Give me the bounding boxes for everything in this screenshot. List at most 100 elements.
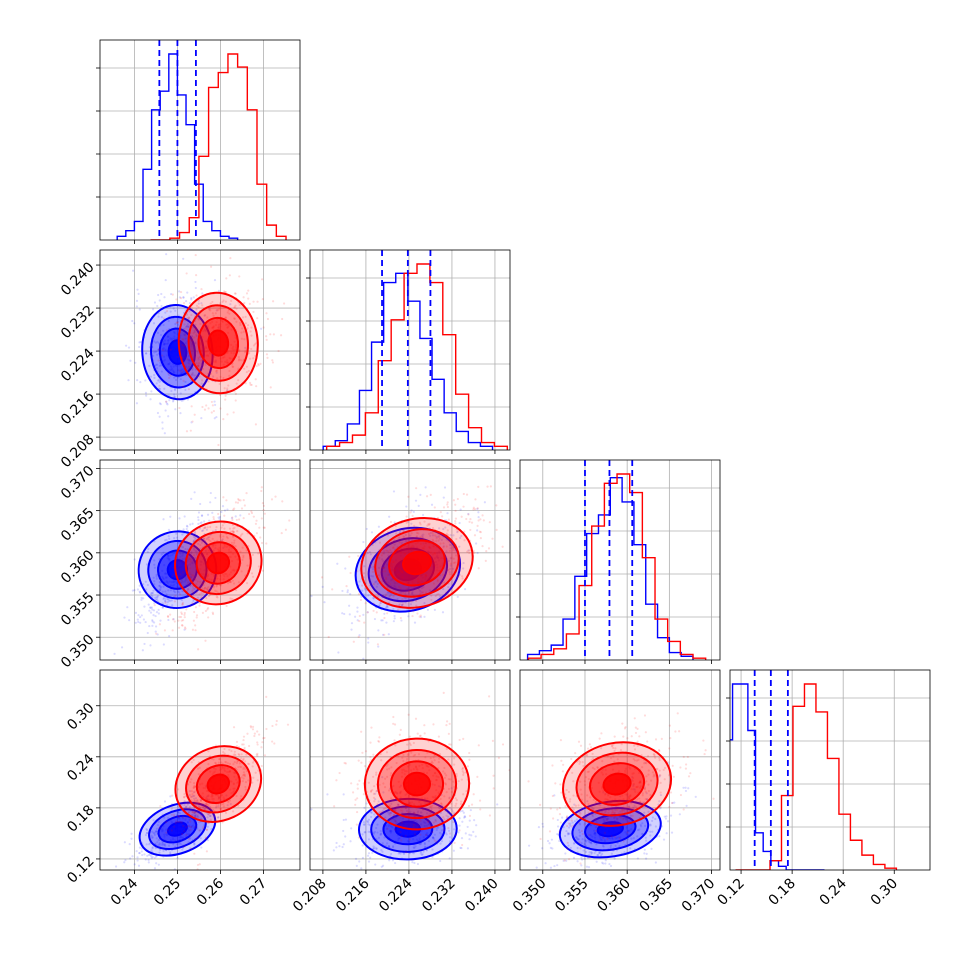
sample-point xyxy=(398,541,401,544)
sample-point xyxy=(204,363,207,366)
sample-point xyxy=(197,773,200,776)
sample-point xyxy=(450,790,453,794)
sample-point xyxy=(391,546,395,550)
sample-point xyxy=(169,374,172,377)
sample-point xyxy=(343,761,346,765)
sample-point xyxy=(189,780,192,784)
panel-frame xyxy=(309,249,511,451)
sample-point xyxy=(221,538,224,541)
sample-point xyxy=(370,531,374,534)
sample-point xyxy=(167,373,170,376)
sample-point xyxy=(400,603,404,607)
sample-point xyxy=(215,584,218,587)
sample-point xyxy=(354,798,357,801)
sample-point xyxy=(360,584,364,587)
sample-point xyxy=(461,575,464,578)
sample-point xyxy=(429,531,432,535)
sample-point xyxy=(409,609,412,613)
sample-point xyxy=(239,765,242,768)
sample-point xyxy=(405,505,408,508)
sample-point xyxy=(487,547,491,550)
contour-line xyxy=(206,773,230,795)
sample-point xyxy=(166,598,169,601)
panel-frame xyxy=(99,669,301,871)
sample-point xyxy=(385,581,388,584)
sample-point xyxy=(224,811,228,815)
sample-point xyxy=(598,851,601,855)
sample-point xyxy=(201,292,204,295)
sample-point xyxy=(227,309,230,312)
sample-point xyxy=(541,847,544,850)
sample-point xyxy=(197,364,200,367)
sample-point xyxy=(602,845,605,848)
sample-point xyxy=(155,382,158,385)
sample-point xyxy=(259,536,262,539)
sample-point xyxy=(623,809,626,812)
sample-point xyxy=(260,746,263,749)
sample-point xyxy=(429,493,432,496)
sample-point xyxy=(404,805,407,809)
sample-point xyxy=(399,830,402,834)
sample-point xyxy=(614,844,617,847)
sample-point xyxy=(669,814,673,817)
sample-point xyxy=(123,616,126,619)
sample-point xyxy=(147,858,150,862)
sample-point xyxy=(460,515,463,518)
sample-point xyxy=(684,786,687,789)
sample-point xyxy=(192,535,196,538)
sample-point xyxy=(145,352,148,355)
sample-point xyxy=(189,825,193,829)
sample-point xyxy=(410,522,413,525)
sample-point xyxy=(263,526,266,529)
sample-point xyxy=(491,537,494,540)
sample-point xyxy=(419,592,422,595)
sample-point xyxy=(201,405,204,409)
sample-point xyxy=(678,813,681,816)
sample-point xyxy=(548,842,551,845)
sample-point xyxy=(219,533,222,536)
sample-point xyxy=(447,592,450,596)
sample-point xyxy=(417,504,420,507)
sample-point xyxy=(172,618,175,621)
sample-point xyxy=(462,567,465,570)
sample-point xyxy=(172,573,175,576)
sample-point xyxy=(173,376,176,379)
sample-point xyxy=(223,514,226,517)
sample-point xyxy=(135,305,139,308)
sample-point xyxy=(448,549,451,553)
sample-point xyxy=(441,824,444,827)
scatter-blue xyxy=(114,771,237,870)
sample-point xyxy=(237,804,240,807)
sample-point xyxy=(448,806,452,809)
sample-point xyxy=(565,816,568,819)
sample-point xyxy=(400,619,403,622)
sample-point xyxy=(193,799,196,802)
sample-point xyxy=(375,790,378,793)
sample-point xyxy=(149,375,153,378)
sample-point xyxy=(670,831,674,834)
sample-point xyxy=(200,596,203,599)
sample-point xyxy=(244,322,247,325)
sample-point xyxy=(202,529,205,532)
sample-point xyxy=(436,593,439,596)
sample-point xyxy=(459,846,462,849)
sample-point xyxy=(201,611,204,614)
sample-point xyxy=(421,853,424,856)
sample-point xyxy=(425,818,428,821)
sample-point xyxy=(374,798,377,801)
sample-point xyxy=(355,823,358,826)
sample-point xyxy=(381,552,385,555)
sample-point xyxy=(398,591,401,595)
sample-point xyxy=(407,592,410,595)
sample-point xyxy=(149,853,152,857)
sample-point xyxy=(191,793,194,796)
sample-point xyxy=(456,530,460,533)
sample-point xyxy=(579,760,582,764)
sample-point xyxy=(595,825,598,829)
sample-point xyxy=(184,364,187,367)
sample-point xyxy=(265,338,268,341)
sample-point xyxy=(171,618,175,621)
sample-point xyxy=(434,872,436,874)
sample-point xyxy=(134,611,138,614)
sample-point xyxy=(461,577,464,580)
